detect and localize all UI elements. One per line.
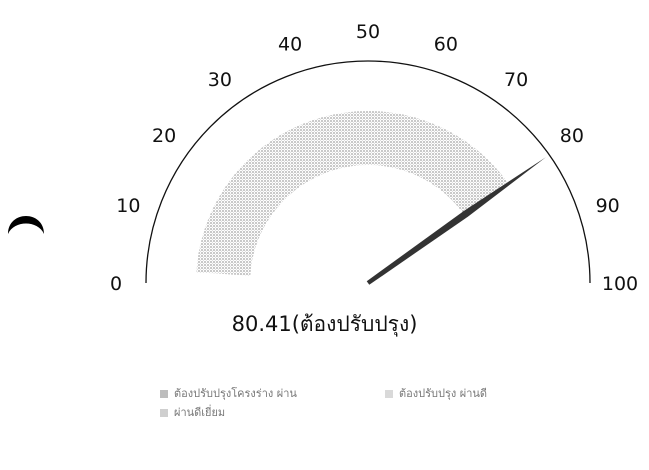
legend-label: ต้องปรับปรุง ผ่านดี xyxy=(399,387,488,400)
legend-item[interactable]: ต้องปรับปรุงโครงร่าง ผ่าน xyxy=(160,386,385,402)
legend-swatch xyxy=(160,409,168,417)
tick-label: 100 xyxy=(602,273,638,295)
gauge-value-label: 80.41(ต้องปรับปรุง) xyxy=(231,312,418,336)
tick-label: 10 xyxy=(116,195,140,217)
legend-label: ต้องปรับปรุงโครงร่าง ผ่าน xyxy=(174,387,297,400)
legend-item[interactable]: ผ่านดีเยี่ยม xyxy=(160,405,385,421)
tick-label: 70 xyxy=(504,69,528,91)
tick-label: 90 xyxy=(596,195,620,217)
legend-label: ผ่านดีเยี่ยม xyxy=(174,406,226,419)
tick-label: 50 xyxy=(356,21,380,43)
tick-label: 30 xyxy=(208,69,232,91)
legend-item[interactable]: ต้องปรับปรุง ผ่านดี xyxy=(385,386,535,402)
tick-label: 20 xyxy=(152,125,176,147)
gauge-needle xyxy=(366,157,547,285)
tick-label: 0 xyxy=(110,273,122,295)
gauge-band xyxy=(196,110,508,276)
tick-label: 40 xyxy=(278,33,302,55)
tick-label: 60 xyxy=(434,33,458,55)
gauge-outer-arc xyxy=(145,60,591,284)
legend: ต้องปรับปรุงโครงร่าง ผ่าน ต้องปรับปรุง ผ… xyxy=(160,386,560,421)
legend-swatch xyxy=(385,390,393,398)
tick-label: 80 xyxy=(560,125,584,147)
crescent-moon-icon xyxy=(8,216,44,234)
legend-swatch xyxy=(160,390,168,398)
